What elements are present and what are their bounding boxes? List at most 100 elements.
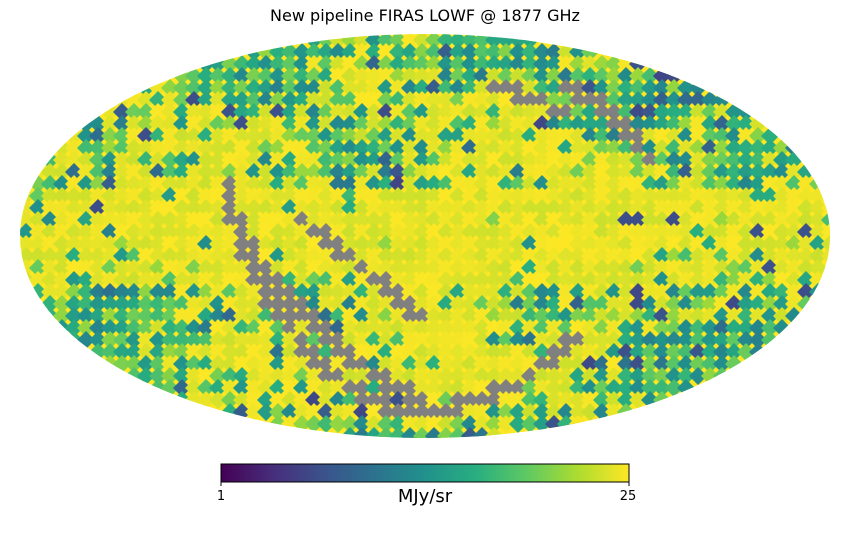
sky-pixel — [209, 379, 227, 397]
sky-pixel — [413, 271, 431, 289]
sky-pixel — [173, 271, 191, 289]
sky-pixel — [389, 403, 407, 421]
sky-pixel — [53, 271, 71, 289]
sky-pixel — [617, 199, 635, 217]
sky-pixel — [281, 79, 299, 97]
sky-pixel — [221, 379, 239, 397]
sky-pixel — [389, 91, 407, 109]
sky-pixel — [593, 403, 611, 421]
sky-pixel — [221, 151, 239, 169]
sky-pixel — [449, 415, 467, 433]
sky-pixel — [233, 139, 251, 157]
sky-pixel — [149, 247, 167, 265]
sky-pixel — [797, 271, 815, 289]
sky-pixel — [773, 211, 791, 229]
sky-pixel — [389, 103, 407, 121]
sky-pixel — [437, 307, 455, 325]
sky-pixel — [101, 307, 119, 325]
sky-pixel — [197, 103, 215, 121]
sky-pixel — [89, 271, 107, 289]
sky-pixel — [509, 259, 527, 277]
sky-pixel — [449, 34, 467, 49]
sky-pixel — [665, 307, 683, 325]
sky-pixel — [401, 319, 419, 337]
sky-pixel — [593, 211, 611, 229]
sky-pixel — [773, 235, 791, 253]
sky-pixel — [461, 355, 479, 373]
sky-pixel — [221, 67, 239, 85]
sky-pixel — [569, 163, 587, 181]
sky-pixel — [65, 223, 83, 241]
sky-pixel — [569, 295, 587, 313]
sky-pixel — [521, 403, 539, 421]
sky-pixel — [113, 271, 131, 289]
sky-pixel — [413, 103, 431, 121]
sky-pixel — [617, 343, 635, 361]
sky-pixel — [101, 331, 119, 349]
sky-pixel — [773, 271, 791, 289]
sky-pixel — [401, 199, 419, 217]
sky-pixel — [473, 415, 491, 433]
sky-pixel — [461, 55, 479, 73]
sky-pixel — [389, 415, 407, 433]
sky-pixel — [257, 331, 275, 349]
sky-pixel — [617, 259, 635, 277]
sky-pixel — [473, 175, 491, 193]
sky-pixel — [233, 343, 251, 361]
sky-pixel — [413, 79, 431, 97]
sky-pixel — [713, 247, 731, 265]
sky-pixel — [341, 247, 359, 265]
sky-pixel — [257, 175, 275, 193]
sky-pixel — [389, 283, 407, 301]
sky-pixel — [209, 139, 227, 157]
sky-pixel — [65, 139, 83, 157]
sky-pixel — [365, 139, 383, 157]
sky-pixel — [545, 79, 563, 97]
sky-pixel — [797, 199, 815, 217]
sky-pixel — [533, 55, 551, 73]
sky-pixel — [65, 211, 83, 229]
sky-pixel — [497, 55, 515, 73]
sky-pixel — [197, 307, 215, 325]
sky-pixel — [773, 175, 791, 193]
sky-pixel — [341, 115, 359, 133]
sky-pixel — [701, 235, 719, 253]
sky-pixel — [557, 367, 575, 385]
sky-pixel — [557, 355, 575, 373]
sky-pixel — [65, 235, 83, 253]
sky-pixel — [593, 103, 611, 121]
sky-pixel — [341, 235, 359, 253]
sky-pixel — [41, 259, 59, 277]
sky-pixel — [509, 319, 527, 337]
sky-pixel — [593, 355, 611, 373]
sky-pixel — [41, 175, 59, 193]
sky-pixel — [281, 223, 299, 241]
sky-pixel — [161, 259, 179, 277]
sky-pixel — [461, 235, 479, 253]
sky-pixel — [53, 247, 71, 265]
sky-pixel — [293, 91, 311, 109]
sky-pixel — [389, 151, 407, 169]
sky-pixel — [377, 379, 395, 397]
sky-pixel — [497, 391, 515, 409]
sky-pixel — [245, 343, 263, 361]
sky-pixel — [341, 43, 359, 61]
sky-pixel — [533, 103, 551, 121]
sky-pixel — [185, 343, 203, 361]
sky-pixel — [209, 271, 227, 289]
sky-pixel — [53, 295, 71, 313]
sky-pixel — [377, 223, 395, 241]
sky-pixel — [413, 415, 431, 433]
sky-pixel — [497, 127, 515, 145]
sky-pixel — [365, 67, 383, 85]
sky-pixel — [293, 235, 311, 253]
sky-pixel — [509, 295, 527, 313]
sky-pixel — [389, 307, 407, 325]
sky-pixel — [485, 103, 503, 121]
sky-pixel — [197, 151, 215, 169]
sky-pixel — [89, 139, 107, 157]
sky-pixel — [197, 283, 215, 301]
sky-pixel — [425, 163, 443, 181]
sky-pixel — [605, 391, 623, 409]
sky-pixel — [161, 307, 179, 325]
